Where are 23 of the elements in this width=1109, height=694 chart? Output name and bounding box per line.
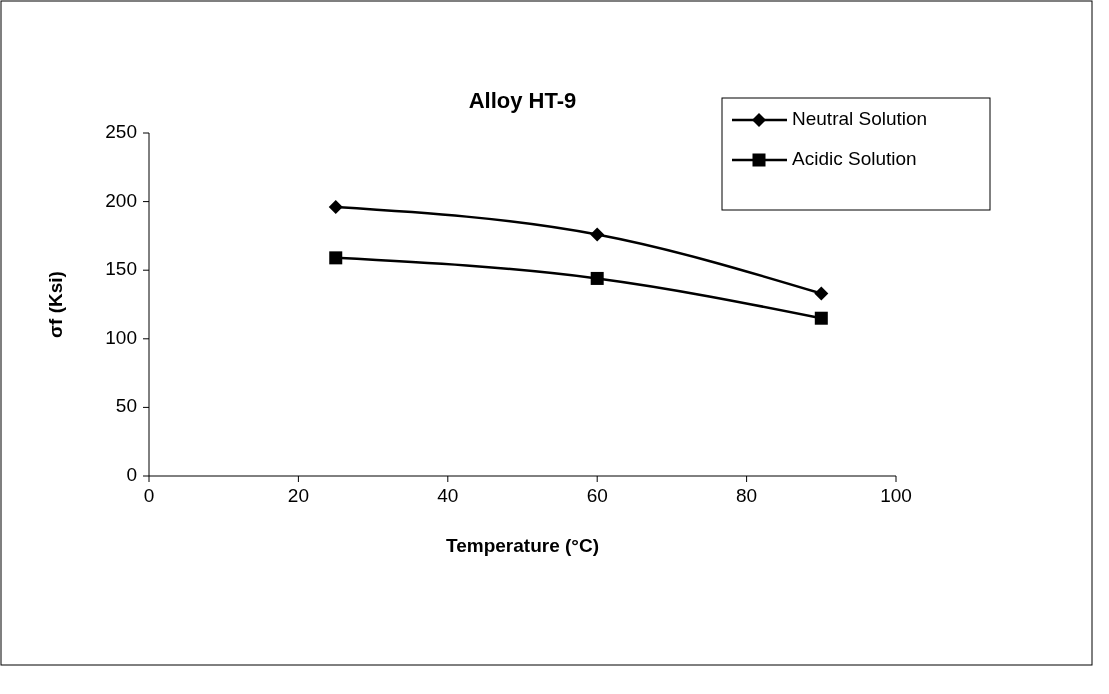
x-tick-label: 80 [736,485,758,506]
legend-label: Acidic Solution [792,148,917,170]
y-tick-label: 150 [105,258,137,280]
x-tick-label: 100 [880,485,912,506]
x-tick-label: 40 [437,485,459,506]
y-tick-label: 250 [105,121,137,143]
point [814,311,828,325]
legend-label: Neutral Solution [792,108,928,130]
point [328,200,343,215]
y-tick-label: 100 [105,326,137,348]
y-axis-title: σf (Ksi) [45,271,66,338]
x-tick-label: 0 [143,485,155,506]
y-tick-label: 50 [115,395,137,417]
point [814,286,829,301]
chart-title: Alloy HT-9 [468,88,577,113]
x-tick-label: 20 [287,485,309,506]
x-axis-title: Temperature (°C) [446,535,599,556]
x-tick-label: 60 [586,485,608,506]
y-tick-label: 0 [126,464,137,486]
point [590,227,605,242]
point [590,271,604,285]
point [329,251,343,265]
y-tick-label: 200 [105,189,137,211]
